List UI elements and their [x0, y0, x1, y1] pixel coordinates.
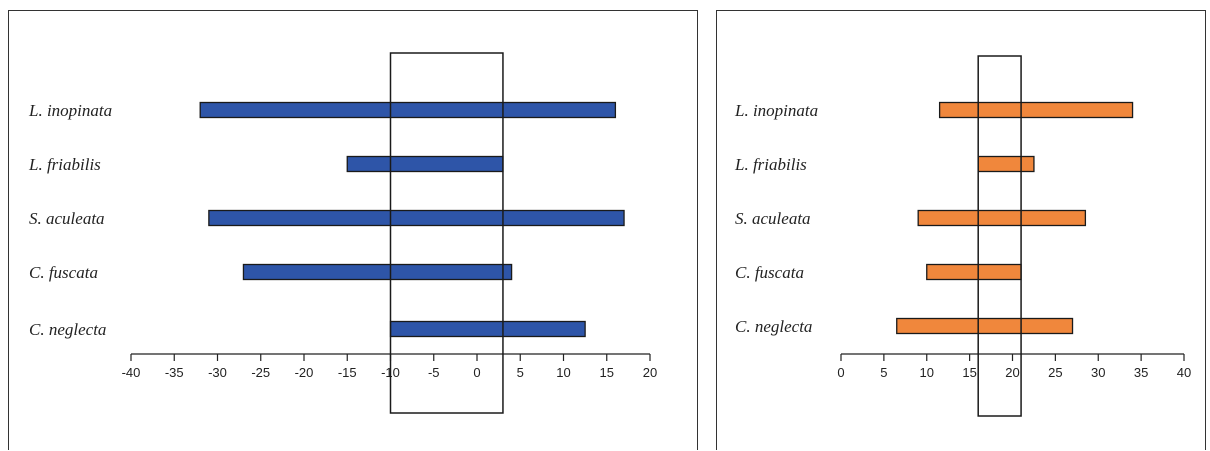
left-tick-label-7: -5 — [428, 365, 440, 380]
right-tick-label-3: 15 — [962, 365, 976, 380]
left-bar-1 — [346, 155, 504, 173]
right-tick-label-7: 35 — [1134, 365, 1148, 380]
left-bar-0 — [199, 101, 617, 119]
left-tick-label-9: 5 — [517, 365, 524, 380]
left-bar-3 — [242, 263, 513, 281]
left-tick-label-11: 15 — [600, 365, 614, 380]
left-category-label-3: C. fuscata — [29, 263, 98, 282]
right-tick-label-4: 20 — [1005, 365, 1019, 380]
right-tick-label-2: 10 — [920, 365, 934, 380]
left-highlight-box — [389, 52, 504, 414]
left-category-label-1: L. friabilis — [28, 155, 101, 174]
right-range-chart: 0 5 10 15 20 25 30 35 40 L. inopinata L. friabilis… — [734, 55, 1191, 417]
left-bar-4 — [389, 320, 586, 338]
left-category-label-0: L. inopinata — [28, 101, 112, 120]
left-tick-label-0: -40 — [122, 365, 141, 380]
right-bar-2 — [917, 209, 1087, 227]
left-tick-label-3: -25 — [251, 365, 270, 380]
right-category-label-1: L. friabilis — [734, 155, 807, 174]
left-tick-label-10: 10 — [556, 365, 570, 380]
left-tick-label-2: -30 — [208, 365, 227, 380]
left-tick-label-1: -35 — [165, 365, 184, 380]
right-tick-label-5: 25 — [1048, 365, 1062, 380]
left-tick-label-12: 20 — [643, 365, 657, 380]
right-bar-0 — [938, 101, 1134, 119]
right-category-label-0: L. inopinata — [734, 101, 818, 120]
right-bar-4 — [896, 317, 1074, 335]
right-tick-label-6: 30 — [1091, 365, 1105, 380]
left-range-chart: -40 -35 -30 -25 -20 -15 -10 -5 0 5 10 15 20L. inopin… — [28, 52, 657, 414]
right-highlight-box — [977, 55, 1022, 417]
right-chart-panel: 0 5 10 15 20 25 30 35 40 L. inopinata L. friabilis… — [716, 10, 1206, 450]
left-tick-label-5: -15 — [338, 365, 357, 380]
right-category-label-4: C. neglecta — [735, 317, 812, 336]
left-tick-label-8: 0 — [473, 365, 480, 380]
right-bar-3 — [926, 263, 1022, 281]
left-chart-panel: -40 -35 -30 -25 -20 -15 -10 -5 0 5 10 15 20 L. inopin… — [8, 10, 698, 450]
right-bar-1 — [977, 155, 1035, 173]
left-category-label-4: C. neglecta — [29, 320, 106, 339]
right-category-label-2: S. aculeata — [735, 209, 811, 228]
right-tick-label-8: 40 — [1177, 365, 1191, 380]
right-category-label-3: C. fuscata — [735, 263, 804, 282]
left-tick-label-4: -20 — [295, 365, 314, 380]
right-tick-label-0: 0 — [837, 365, 844, 380]
right-tick-label-1: 5 — [880, 365, 887, 380]
left-bar-2 — [208, 209, 625, 227]
left-category-label-2: S. aculeata — [29, 209, 105, 228]
